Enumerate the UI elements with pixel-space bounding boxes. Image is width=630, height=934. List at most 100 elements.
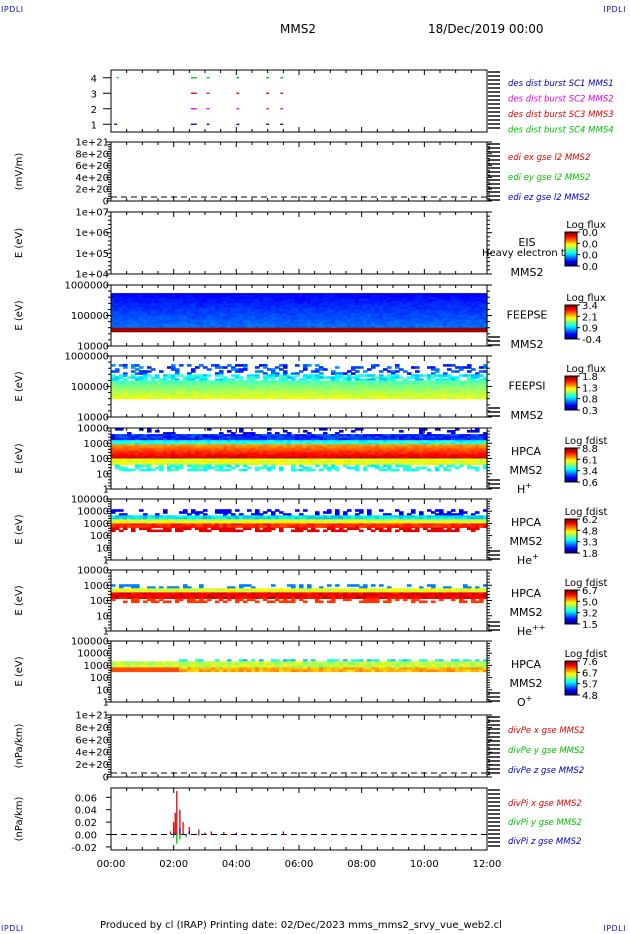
heatmap-cell	[243, 303, 248, 306]
heatmap-cell	[151, 396, 156, 400]
heatmap-cell	[439, 325, 444, 329]
heatmap-cell	[247, 311, 252, 314]
heatmap-cell	[291, 434, 296, 437]
heatmap-cell	[195, 297, 200, 300]
heatmap-cell	[155, 297, 160, 300]
heatmap-cell	[319, 436, 324, 439]
heatmap-cell	[179, 293, 184, 296]
heatmap-cell	[423, 394, 428, 398]
heatmap-cell	[351, 309, 356, 312]
heatmap-cell	[331, 380, 336, 383]
heatmap-cell	[171, 325, 176, 329]
heatmap-cell	[123, 372, 128, 375]
heatmap-cell	[255, 456, 260, 460]
heatmap-cell	[187, 388, 192, 392]
heatmap-cell	[279, 456, 284, 460]
feepsi-spectrogram	[111, 364, 488, 400]
heatmap-cell	[259, 440, 264, 443]
legend-entry: edi ez gse l2 MMS2	[508, 193, 590, 203]
heatmap-cell	[343, 299, 348, 302]
heatmap-cell	[471, 303, 476, 306]
heatmap-cell	[151, 388, 156, 392]
cbar-cell	[565, 232, 577, 234]
heatmap-cell	[475, 382, 480, 385]
heatmap-cell	[383, 376, 388, 379]
heatmap-cell	[159, 329, 164, 333]
heatmap-cell	[299, 295, 304, 298]
heatmap-cell	[291, 295, 296, 298]
heatmap-cell	[203, 321, 208, 325]
heatmap-cell	[419, 325, 424, 329]
heatmap-cell	[175, 384, 180, 388]
heatmap-cell	[127, 299, 132, 302]
heatmap-cell	[371, 329, 376, 333]
heatmap-cell	[363, 388, 368, 392]
heatmap-cell	[423, 386, 428, 390]
heatmap-cell	[367, 440, 372, 443]
heatmap-cell	[231, 436, 236, 439]
y-tick-label: 100000	[71, 382, 109, 393]
heatmap-cell	[471, 392, 476, 396]
heatmap-cell	[127, 293, 132, 296]
heatmap-cell	[123, 366, 128, 369]
heatmap-cell	[115, 436, 120, 439]
heatmap-cell	[319, 319, 324, 323]
heatmap-cell	[123, 305, 128, 308]
heatmap-cell	[479, 388, 484, 392]
heatmap-cell	[223, 293, 228, 296]
heatmap-cell	[239, 323, 244, 327]
heatmap-cell	[235, 364, 240, 367]
heatmap-cell	[367, 317, 372, 321]
heatmap-cell	[147, 329, 152, 333]
heatmap-cell	[327, 299, 332, 302]
heatmap-cell	[423, 307, 428, 310]
heatmap-cell	[351, 440, 356, 443]
heatmap-cell	[395, 436, 400, 439]
heatmap-cell	[207, 299, 212, 302]
heatmap-cell	[459, 392, 464, 396]
heatmap-cell	[151, 440, 156, 443]
heatmap-cell	[279, 442, 284, 445]
heatmap-cell	[339, 396, 344, 400]
heatmap-cell	[443, 325, 448, 329]
heatmap-cell	[183, 305, 188, 308]
heatmap-cell	[315, 315, 320, 319]
heatmap-cell	[415, 382, 420, 385]
heatmap-cell	[399, 325, 404, 329]
heatmap-cell	[415, 305, 420, 308]
heatmap-cell	[391, 327, 396, 331]
heatmap-cell	[379, 325, 384, 329]
heatmap-cell	[307, 325, 312, 329]
heatmap-cell	[195, 327, 200, 331]
heatmap-cell	[379, 456, 384, 460]
heatmap-cell	[139, 436, 144, 439]
heatmap-cell	[235, 325, 240, 329]
heatmap-cell	[271, 305, 276, 308]
heatmap-cell	[247, 460, 252, 464]
heatmap-cell	[311, 436, 316, 439]
heatmap-cell	[483, 301, 488, 304]
heatmap-cell	[211, 386, 216, 390]
heatmap-cell	[175, 323, 180, 327]
heatmap-cell	[415, 374, 420, 377]
heatmap-cell	[387, 452, 392, 455]
heatmap-cell	[311, 396, 316, 400]
heatmap-cell	[327, 392, 332, 396]
heatmap-cell	[467, 382, 472, 385]
heatmap-cell	[427, 392, 432, 396]
heatmap-cell	[183, 321, 188, 325]
heatmap-cell	[219, 319, 224, 323]
heatmap-cell	[363, 390, 368, 394]
heatmap-cell	[319, 448, 324, 451]
heatmap-cell	[139, 388, 144, 392]
heatmap-cell	[323, 315, 328, 319]
heatmap-cell	[143, 299, 148, 302]
heatmap-cell	[395, 319, 400, 323]
heatmap-cell	[311, 307, 316, 310]
heatmap-cell	[363, 370, 368, 373]
heatmap-cell	[447, 303, 452, 306]
heatmap-cell	[395, 440, 400, 443]
heatmap-cell	[163, 386, 168, 390]
burst-marks	[114, 77, 284, 125]
heatmap-cell	[211, 456, 216, 460]
